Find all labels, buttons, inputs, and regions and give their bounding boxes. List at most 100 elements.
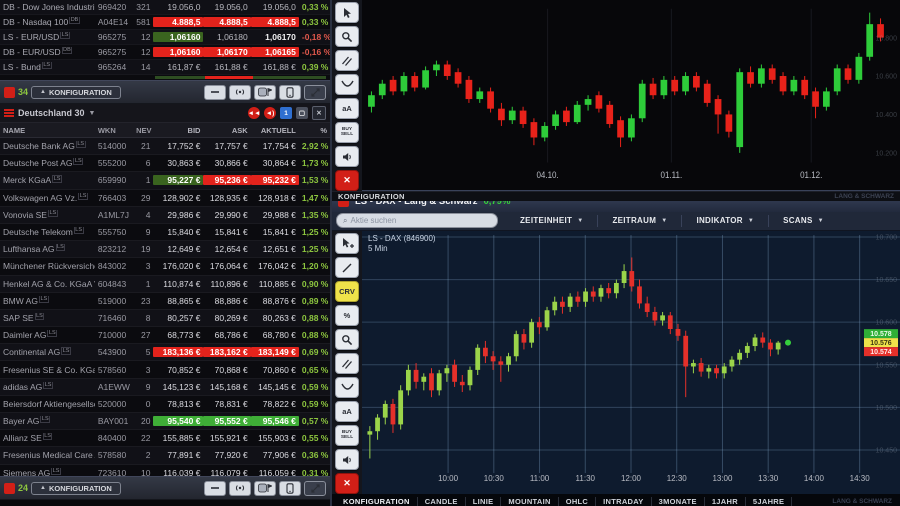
menu-zeitraum[interactable]: ZEITRAUM ▼	[597, 214, 681, 227]
stock-name: Continental AG LS	[3, 347, 71, 358]
table-row[interactable]: Deutsche Post AG LS 555200 6 30,863 € 30,866 …	[0, 155, 330, 173]
menu-icon[interactable]	[4, 109, 14, 117]
magnifier-icon[interactable]	[335, 26, 359, 47]
table-row[interactable]: Siemens AG LS 723610 10 116,039 € 116,079 € 11…	[0, 465, 330, 476]
table-row[interactable]: Daimler AG LS 710000 27 68,773 € 68,786 € 68,7…	[0, 327, 330, 345]
speaker-icon[interactable]	[335, 146, 359, 167]
parallel-lines-icon[interactable]	[335, 353, 359, 375]
table-row[interactable]: Henkel AG & Co. KGaA V: 604843 1 110,874 € 1…	[0, 275, 330, 293]
cursor-icon[interactable]	[335, 2, 359, 23]
resize-icon[interactable]	[304, 480, 326, 496]
svg-text:11:00: 11:00	[530, 474, 550, 483]
konfiguration-tab[interactable]: ▲ KONFIGURATION	[31, 481, 121, 495]
table-row[interactable]: Merck KGaA LS 659990 1 95,227 €95,236 €95,23…	[0, 172, 330, 190]
resize-icon[interactable]	[304, 84, 326, 100]
table-row[interactable]: Fresenius SE & Co. KGaA 578560 3 70,852 € 70…	[0, 361, 330, 379]
intraday-candlestick-chart[interactable]: 10:00 10:30 11:00 11:30 12:00 12:30 13:00 13:30…	[362, 231, 900, 494]
crv-icon[interactable]: CRV	[335, 281, 359, 303]
watchlist-row[interactable]: DB - EUR/USD DB 965275 12 1,06160 1,06170 1,06…	[0, 45, 330, 60]
minus-icon[interactable]	[204, 480, 226, 496]
window-icon[interactable]: ▢	[296, 107, 308, 119]
watchlist-row[interactable]: LS - EUR/USD LS 965275 12 1,06160 1,06180 1,06…	[0, 30, 330, 45]
speaker-icon[interactable]	[335, 449, 359, 471]
table-row[interactable]: Volkswagen AG Vz. LS 766403 29 128,902 € 128,…	[0, 190, 330, 207]
curve-icon[interactable]	[335, 377, 359, 399]
buy-sell-icon[interactable]: BUY SELL	[335, 425, 359, 447]
magnifier-icon[interactable]	[335, 329, 359, 351]
column-header-aktuell[interactable]: AKTUELL	[260, 125, 296, 135]
column-header-pct[interactable]: %	[320, 125, 328, 135]
table-row[interactable]: Münchener Rückversiche 843002 3 176,020 € 17…	[0, 258, 330, 276]
column-header-name[interactable]: NAME	[3, 125, 26, 135]
table-row[interactable]: BMW AG LS 519000 23 88,865 € 88,886 € 88,876 €…	[0, 293, 330, 310]
footer-tab-1jahr[interactable]: 1JAHR	[705, 496, 746, 506]
column-header-nev[interactable]: NEV	[136, 125, 152, 135]
percent-change: 1,53 %	[301, 175, 329, 186]
last-price: 1,06165	[250, 47, 299, 57]
signal-icon[interactable]	[229, 480, 251, 496]
curve-icon[interactable]	[335, 74, 359, 95]
cursor-add-icon[interactable]	[335, 233, 359, 255]
table-row[interactable]: Bayer AG LS BAY001 20 95,540 €95,552 €95,546…	[0, 413, 330, 431]
table-row[interactable]: Continental AG LS 543900 5 183,136 €183,162 …	[0, 344, 330, 362]
table-row[interactable]: Allianz SE LS 840400 22 155,885 € 155,921 € 15…	[0, 430, 330, 448]
konfiguration-tab[interactable]: ▲ KONFIGURATION	[31, 85, 121, 99]
watchlist-row[interactable]: LS - Bund LS 965264 14 161,87 € 161,88 € 161,8…	[0, 60, 330, 75]
wkn: 578580	[97, 450, 127, 461]
table-row[interactable]: adidas AG LS A1EWW 9 145,123 € 145,168 € 145,1…	[0, 378, 330, 396]
ask-price: 183,162 €	[203, 347, 251, 358]
rewind-icon[interactable]: ◄◄	[248, 107, 260, 119]
table-row[interactable]: Vonovia SE LS A1ML7J 4 29,986 € 29,990 € 29,98…	[0, 206, 330, 224]
column-header-wkn[interactable]: WKN	[97, 125, 116, 135]
chevron-down-icon[interactable]: ▼	[88, 109, 96, 117]
table-row[interactable]: Fresenius Medical Care A 578580 2 77,891 € 7…	[0, 447, 330, 465]
buy-sell-icon[interactable]: BUY SELL	[335, 122, 359, 143]
table-title[interactable]: Deutschland 30	[18, 108, 85, 118]
percent-icon[interactable]: %	[335, 305, 359, 327]
wkn: 965275	[97, 47, 127, 57]
watchlist-row[interactable]: DB - Dow Jones Industria 969420 321 19.056,…	[0, 0, 330, 15]
close-icon[interactable]: ✕	[312, 106, 326, 120]
menu-indikator[interactable]: INDIKATOR ▼	[681, 214, 768, 227]
search-input[interactable]: ⌕ Aktie suchen	[336, 213, 498, 229]
footer-tab-linie[interactable]: LINIE	[466, 496, 502, 506]
konfiguration-label[interactable]: KONFIGURATION	[338, 192, 405, 201]
line-icon[interactable]	[335, 257, 359, 279]
column-header-ask[interactable]: ASK	[231, 125, 248, 135]
phone-icon[interactable]	[279, 480, 301, 496]
table-row[interactable]: Beiersdorf Aktiengesellsc 520000 0 78,813 €…	[0, 396, 330, 413]
table-row[interactable]: Lufthansa AG LS 823212 19 12,649 € 12,654 € 12…	[0, 241, 330, 259]
close-icon[interactable]: ✕	[335, 170, 359, 191]
tool-label: %	[343, 311, 351, 321]
flag-toggle-icon[interactable]	[254, 84, 276, 100]
column-header-bid[interactable]: BID	[187, 125, 201, 135]
wkn: 969420	[97, 2, 127, 12]
text-icon[interactable]: aA	[335, 98, 359, 119]
parallel-lines-icon[interactable]	[335, 50, 359, 71]
signal-icon[interactable]	[229, 84, 251, 100]
table-row[interactable]: Deutsche Bank AG LS 514000 21 17,752 € 17,757…	[0, 138, 330, 156]
text-icon[interactable]: aA	[335, 401, 359, 423]
daily-candlestick-chart[interactable]: 04.10. 01.11. 01.12. 10.800 10.600 10.400 10.2…	[362, 0, 900, 191]
footer-tab-mountain[interactable]: MOUNTAIN	[501, 496, 559, 506]
close-icon[interactable]: ✕	[335, 473, 359, 495]
footer-tab-ohlc[interactable]: OHLC	[559, 496, 597, 506]
footer-tab-candle[interactable]: CANDLE	[418, 496, 466, 506]
phone-icon[interactable]	[279, 84, 301, 100]
footer-tab-5jahre[interactable]: 5JAHRE	[746, 496, 793, 506]
menu-zeiteinheit[interactable]: ZEITEINHEIT ▼	[506, 215, 597, 227]
layout-1-button[interactable]: 1	[280, 107, 292, 119]
last-price: 145,145 €	[258, 381, 296, 392]
table-row[interactable]: Deutsche Telekom LS 555750 9 15,840 € 15,841 …	[0, 224, 330, 242]
footer-tab-3monate[interactable]: 3MONATE	[652, 496, 705, 506]
percent-change: 1,20 %	[301, 261, 329, 272]
menu-scans[interactable]: SCANS ▼	[768, 214, 838, 227]
footer-tab-konfiguration[interactable]: KONFIGURATION	[336, 496, 418, 506]
flag-toggle-icon[interactable]	[254, 480, 276, 496]
footer-tab-intraday[interactable]: INTRADAY	[596, 496, 652, 506]
minus-icon[interactable]	[204, 84, 226, 100]
table-row[interactable]: SAP SE LS 716460 8 80,257 € 80,269 € 80,263 € 0…	[0, 309, 330, 328]
mute-icon[interactable]: ◄)	[264, 107, 276, 119]
wkn: 514000	[97, 141, 127, 152]
watchlist-row[interactable]: DB - Nasdaq 100 DB A04E14 581 4.888,5 4.888,5…	[0, 15, 330, 30]
